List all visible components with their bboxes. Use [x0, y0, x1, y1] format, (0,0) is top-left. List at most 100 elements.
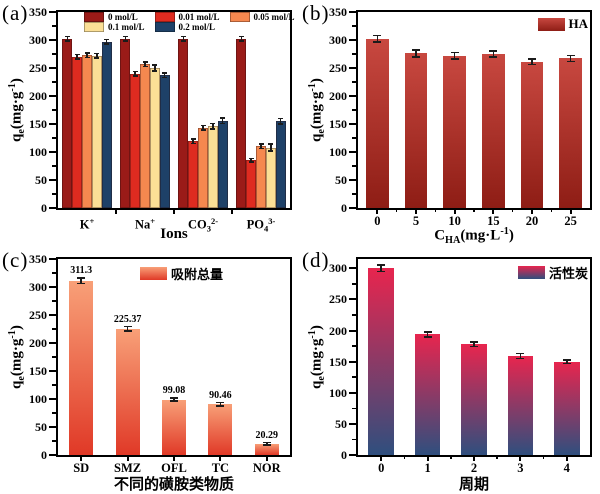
error-bar-line	[173, 397, 175, 402]
panel-label-d: (d)	[302, 248, 330, 272]
error-bar-cap	[489, 56, 498, 58]
bar	[366, 38, 389, 208]
x-minor-tick	[403, 455, 406, 459]
error-bar-line	[266, 442, 268, 445]
y-tick	[349, 39, 356, 41]
y-minor-tick	[352, 165, 356, 167]
error-bar-cap	[142, 61, 148, 63]
y-tick	[349, 454, 356, 456]
error-bar-line	[531, 59, 533, 65]
error-bar-cap	[132, 75, 138, 77]
y-minor-tick	[352, 345, 356, 347]
bar	[178, 38, 189, 208]
legend-swatch	[537, 17, 565, 31]
x-tick	[376, 208, 379, 214]
error-bar-cap	[152, 64, 158, 66]
y-minor-tick	[352, 283, 356, 285]
x-tick	[415, 208, 417, 214]
error-bar-cap	[248, 157, 254, 160]
error-bar-cap	[122, 40, 128, 42]
legend: 0 mol/L 0.01 mol/L 0.05 mol/L 0.1 mol/L 0.2 …	[84, 12, 295, 32]
error-bar-line	[134, 71, 136, 76]
text-segment: )	[308, 325, 325, 331]
text-segment: )	[8, 325, 25, 331]
panel-b: (b) 0 50 100 150 200 250 300 350 0 5 10 15 20 25 HA qe(…	[300, 0, 600, 247]
y-tick-label: 200	[329, 323, 347, 338]
text-segment: q	[308, 133, 325, 142]
error-bar-cap	[220, 122, 226, 125]
y-tick	[49, 342, 56, 344]
legend-item: 活性炭	[517, 263, 588, 282]
bar	[482, 54, 505, 208]
error-bar-cap	[516, 357, 525, 360]
x-tick	[426, 455, 429, 461]
y-tick-label: 0	[41, 448, 47, 462]
error-bar-line	[212, 123, 214, 130]
error-bar-cap	[262, 444, 271, 446]
error-bar-cap	[162, 76, 168, 79]
y-minor-tick	[352, 53, 356, 55]
y-tick-label: 300	[329, 261, 347, 276]
y-tick	[349, 123, 356, 125]
error-bar-cap	[104, 43, 110, 45]
legend-label: 0 mol/L	[108, 12, 138, 22]
bar	[443, 55, 466, 208]
y-tick	[49, 151, 56, 153]
error-bar-line	[473, 341, 475, 347]
error-bar-cap	[170, 397, 178, 399]
text-segment: CO	[187, 217, 207, 232]
bar	[256, 146, 266, 208]
error-bar-cap	[238, 35, 244, 38]
error-bar-cap	[373, 34, 382, 37]
y-tick-label: 300	[29, 33, 47, 47]
x-tick-label: 20	[525, 214, 539, 228]
x-tick	[231, 208, 233, 214]
error-bar-cap	[190, 142, 196, 145]
legend-swatch	[154, 12, 175, 22]
legend-label: 活性炭	[548, 266, 588, 281]
y-tick-label: 200	[29, 89, 47, 103]
value-label: 99.08	[162, 384, 186, 396]
error-bar-line	[519, 353, 522, 359]
y-tick-label: 250	[329, 61, 347, 75]
y-minor-tick	[52, 165, 56, 167]
y-minor-tick	[352, 193, 356, 195]
x-tick	[173, 208, 175, 214]
y-tick-label: 0	[341, 448, 347, 462]
bar	[559, 58, 582, 208]
error-bar-cap	[278, 117, 284, 120]
text-segment: q	[8, 380, 25, 389]
legend-item: 吸附总量	[140, 264, 223, 283]
error-bar-line	[126, 326, 129, 332]
y-tick	[349, 298, 356, 301]
y-tick-label: 200	[329, 89, 347, 103]
error-bar-line	[250, 158, 252, 163]
panel-a: (a) 0 50 100 150 200 250 300 350 K+ Na+ CO32- PO43-…	[0, 0, 300, 247]
y-axis-label-text: qe(mg·g-1)	[307, 78, 327, 142]
error-bar-line	[569, 55, 572, 62]
value-label: 225.37	[113, 313, 142, 325]
error-bar-cap	[450, 58, 459, 60]
y-tick	[49, 454, 56, 456]
legend-item: 0.01 mol/L	[154, 12, 220, 22]
y-tick	[49, 398, 56, 400]
y-tick	[49, 67, 56, 69]
x-tick-label: 2	[470, 461, 478, 475]
legend-item: 0.2 mol/L	[154, 22, 220, 32]
legend-item: 0 mol/L	[84, 12, 145, 22]
y-tick	[49, 426, 56, 428]
y-tick-label: 150	[29, 364, 47, 378]
error-bar-cap	[216, 401, 225, 404]
error-bar-line	[182, 36, 185, 42]
bar	[554, 361, 580, 455]
bar	[161, 399, 187, 455]
error-bar-cap	[180, 35, 186, 38]
y-tick-label: 50	[35, 420, 47, 434]
y-tick	[349, 267, 356, 270]
text-segment: 3-	[268, 216, 276, 226]
y-tick	[349, 151, 356, 153]
error-bar-cap	[258, 143, 264, 145]
x-tick-label: 0	[374, 214, 381, 228]
error-bar-cap	[268, 150, 274, 152]
y-minor-tick	[352, 109, 356, 111]
